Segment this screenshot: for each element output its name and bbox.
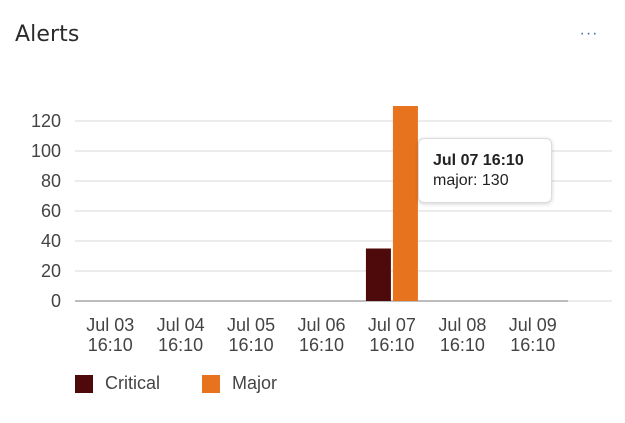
x-tick-label-time: 16:10: [158, 335, 203, 355]
x-tick-label: Jul 05: [227, 315, 275, 335]
legend-item-major[interactable]: Major: [202, 373, 277, 394]
chart-legend: Critical Major: [75, 373, 277, 394]
y-tick-label: 20: [41, 261, 61, 281]
x-tick-label-time: 16:10: [510, 335, 555, 355]
bar-critical: [365, 248, 391, 301]
bar-major: [392, 106, 418, 301]
chart-tooltip: Jul 07 16:10 major: 130: [418, 138, 552, 203]
y-tick-label: 60: [41, 201, 61, 221]
x-tick-label-time: 16:10: [88, 335, 133, 355]
legend-label-critical: Critical: [105, 373, 161, 393]
tooltip-title: Jul 07 16:10: [433, 152, 524, 169]
tooltip-value: major: 130: [433, 172, 509, 189]
y-tick-label: 100: [31, 141, 61, 161]
y-tick-label: 40: [41, 231, 61, 251]
x-tick-label-time: 16:10: [229, 335, 274, 355]
legend-item-critical[interactable]: Critical: [75, 373, 160, 394]
x-tick-label: Jul 06: [297, 315, 345, 335]
card-title: Alerts: [15, 22, 80, 47]
legend-label-major: Major: [232, 373, 278, 393]
x-tick-label: Jul 09: [509, 315, 557, 335]
x-tick-label: Jul 03: [86, 315, 134, 335]
x-tick-label: Jul 07: [368, 315, 416, 335]
y-tick-label: 120: [31, 111, 61, 131]
x-tick-label-time: 16:10: [440, 335, 485, 355]
legend-swatch-major: [202, 374, 221, 393]
y-tick-label: 0: [51, 291, 61, 311]
x-tick-label-time: 16:10: [299, 335, 344, 355]
x-tick-label: Jul 08: [438, 315, 486, 335]
x-tick-label: Jul 04: [157, 315, 205, 335]
x-tick-label-time: 16:10: [369, 335, 414, 355]
more-options-button[interactable]: ···: [579, 25, 599, 42]
legend-swatch-critical: [75, 374, 93, 393]
y-tick-label: 80: [41, 171, 61, 191]
